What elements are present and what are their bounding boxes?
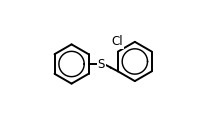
Text: S: S — [98, 57, 105, 71]
Text: Cl: Cl — [111, 35, 123, 49]
